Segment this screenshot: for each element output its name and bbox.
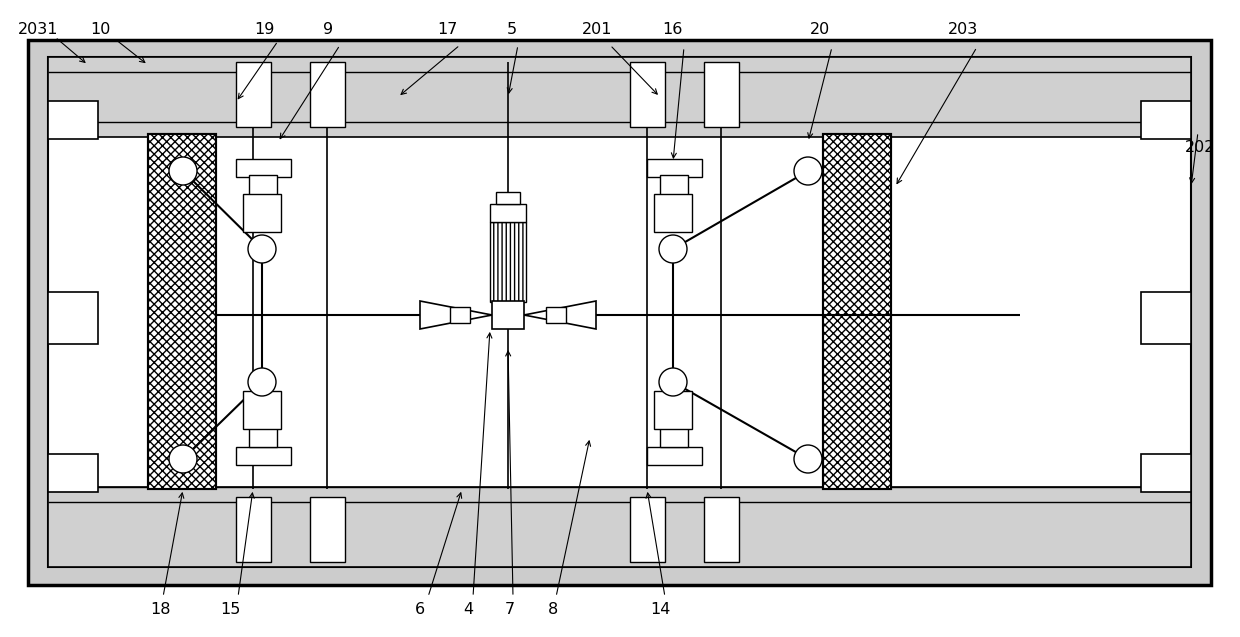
Bar	[496, 192, 520, 204]
Circle shape	[248, 368, 277, 396]
Text: 202: 202	[1184, 140, 1215, 155]
Bar	[148, 134, 216, 489]
Bar	[450, 307, 470, 323]
Bar	[490, 204, 526, 222]
Circle shape	[794, 157, 822, 185]
Bar	[653, 391, 692, 429]
Bar	[310, 62, 345, 127]
Text: 7: 7	[505, 601, 515, 617]
Bar	[48, 454, 98, 492]
Bar	[647, 159, 702, 177]
Bar	[236, 447, 291, 465]
Circle shape	[658, 368, 687, 396]
Text: 20: 20	[810, 22, 830, 36]
Bar	[236, 62, 272, 127]
Text: 17: 17	[436, 22, 458, 36]
Bar	[1141, 454, 1190, 492]
Polygon shape	[420, 301, 492, 329]
Circle shape	[794, 445, 822, 473]
Text: 14: 14	[650, 601, 670, 617]
Bar	[48, 57, 1190, 137]
Text: 4: 4	[463, 601, 474, 617]
Bar	[243, 391, 281, 429]
Bar	[48, 57, 1190, 567]
Bar	[236, 497, 272, 562]
Bar	[546, 307, 565, 323]
Text: 6: 6	[415, 601, 425, 617]
Bar	[249, 427, 277, 447]
Text: 15: 15	[219, 601, 241, 617]
Text: 16: 16	[662, 22, 682, 36]
Bar	[490, 222, 526, 302]
Bar	[653, 194, 692, 232]
Bar	[630, 62, 665, 127]
Text: 201: 201	[582, 22, 613, 36]
Text: 10: 10	[89, 22, 110, 36]
Bar	[236, 159, 291, 177]
Bar	[823, 134, 892, 489]
Circle shape	[169, 157, 197, 185]
Bar	[243, 194, 281, 232]
Circle shape	[658, 235, 687, 263]
Bar	[660, 175, 688, 195]
Bar	[647, 447, 702, 465]
Text: 2031: 2031	[17, 22, 58, 36]
Bar	[492, 301, 525, 329]
Bar	[48, 487, 1190, 567]
Text: 8: 8	[548, 601, 558, 617]
Polygon shape	[525, 301, 596, 329]
Bar	[48, 292, 98, 344]
Bar	[660, 427, 688, 447]
Text: 19: 19	[254, 22, 274, 36]
Bar	[310, 497, 345, 562]
Text: 9: 9	[322, 22, 334, 36]
Bar	[249, 175, 277, 195]
Bar	[48, 101, 98, 139]
Text: 203: 203	[947, 22, 978, 36]
Bar	[29, 40, 1211, 585]
Bar	[823, 134, 892, 489]
Circle shape	[248, 235, 277, 263]
Bar	[148, 134, 216, 489]
Circle shape	[169, 445, 197, 473]
Text: 18: 18	[150, 601, 170, 617]
Bar	[704, 497, 739, 562]
Text: 5: 5	[507, 22, 517, 36]
Bar	[704, 62, 739, 127]
Bar	[630, 497, 665, 562]
Bar	[1141, 292, 1190, 344]
Bar	[1141, 101, 1190, 139]
